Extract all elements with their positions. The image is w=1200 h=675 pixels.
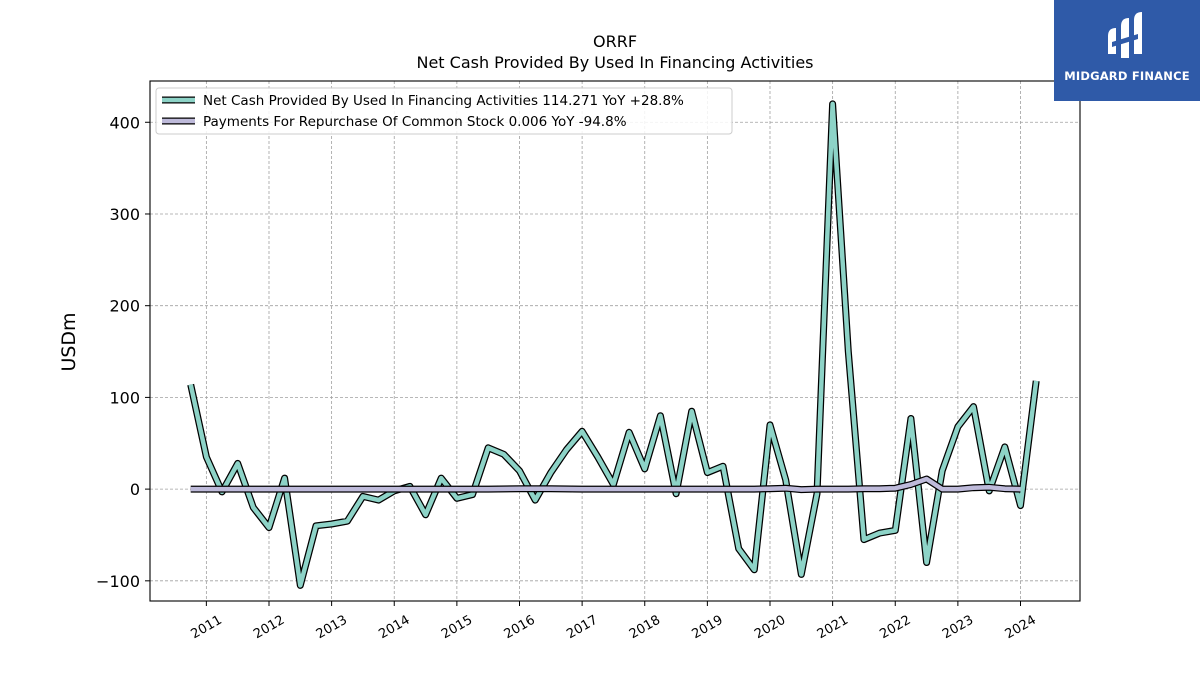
- x-tick-label: 2016: [502, 613, 538, 643]
- chart-subtitle: Net Cash Provided By Used In Financing A…: [416, 53, 813, 72]
- y-tick-label: 0: [130, 480, 140, 499]
- logo-text: MIDGARD FINANCE: [1064, 69, 1190, 83]
- repurchase-line: [190, 476, 1021, 492]
- legend-label-repurchase: Payments For Repurchase Of Common Stock …: [203, 114, 627, 130]
- x-tick-label: 2022: [877, 613, 913, 643]
- plot-frame: [149, 80, 1081, 602]
- x-tick-label: 2017: [564, 613, 600, 643]
- x-tick-label: 2019: [690, 613, 726, 643]
- x-tick-label: 2023: [940, 613, 976, 643]
- legend-box: [155, 87, 733, 135]
- net-cash-line-outline: [187, 100, 1040, 589]
- y-axis-ticks: −100 0 100 200 300 400: [96, 113, 150, 591]
- chart-title: ORRF: [593, 32, 637, 51]
- midgard-finance-logo: MIDGARD FINANCE: [1054, 0, 1200, 101]
- x-tick-label: 2015: [439, 613, 475, 643]
- y-axis-label: USDm: [58, 312, 80, 371]
- x-tick-label: 2013: [314, 613, 350, 643]
- y-tick-label: −100: [96, 572, 140, 591]
- x-tick-label: 2011: [189, 613, 225, 643]
- x-tick-label: 2012: [251, 613, 287, 643]
- y-tick-label: 200: [109, 297, 140, 316]
- y-tick-label: 300: [109, 205, 140, 224]
- series-lines: [187, 100, 1040, 589]
- legend-label-net-cash: Net Cash Provided By Used In Financing A…: [203, 93, 684, 109]
- x-axis-ticks: 2011 2012 2013 2014 2015 2016 2017 2018 2019 2020…: [189, 601, 1039, 642]
- midgard-logo-icon: [1108, 12, 1142, 58]
- net-cash-line: [188, 101, 1039, 588]
- legend: Net Cash Provided By Used In Financing A…: [155, 87, 733, 135]
- y-tick-label: 100: [109, 388, 140, 407]
- x-tick-label: 2020: [752, 613, 788, 643]
- x-tick-label: 2024: [1003, 613, 1039, 643]
- x-tick-label: 2021: [815, 613, 851, 643]
- x-tick-label: 2018: [627, 613, 663, 643]
- y-tick-label: 400: [109, 113, 140, 132]
- x-tick-label: 2014: [376, 613, 412, 643]
